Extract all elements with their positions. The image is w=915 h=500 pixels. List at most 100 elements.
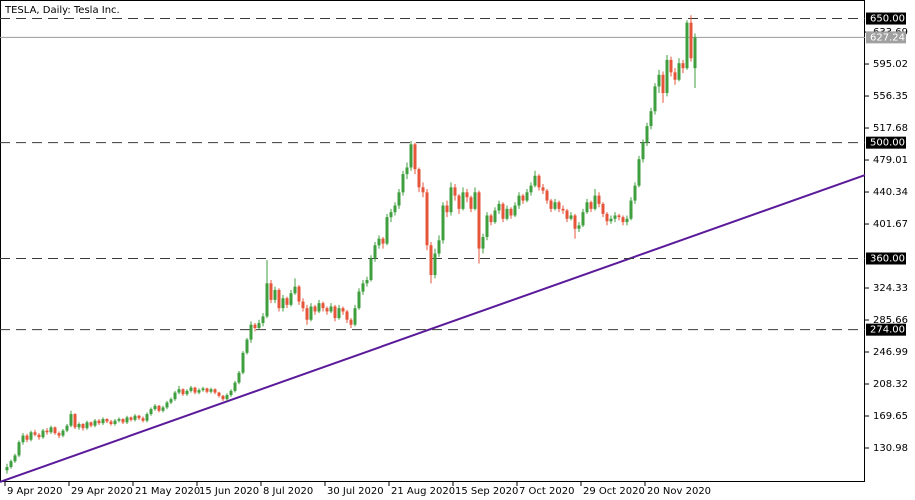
candle-body bbox=[333, 306, 337, 319]
candle-body bbox=[617, 215, 621, 218]
candle-body bbox=[33, 432, 37, 435]
y-tick-label: 556.35 bbox=[873, 91, 908, 102]
x-tick-label: 29 Oct 2020 bbox=[583, 486, 645, 497]
candle-body bbox=[129, 417, 133, 420]
trendline bbox=[0, 174, 866, 483]
candle-body bbox=[9, 461, 13, 468]
candle-body bbox=[409, 144, 413, 168]
candle-body bbox=[513, 205, 517, 216]
candle-body bbox=[269, 283, 273, 300]
level-label: 274.00 bbox=[870, 325, 905, 336]
candle-body bbox=[81, 423, 85, 429]
candle-body bbox=[525, 192, 529, 201]
candle-body bbox=[201, 388, 205, 391]
level-label: 360.00 bbox=[870, 254, 905, 265]
candle-body bbox=[433, 253, 437, 276]
x-tick-label: 21 May 2020 bbox=[135, 486, 200, 497]
candle-body bbox=[105, 419, 109, 422]
candle-body bbox=[405, 167, 409, 175]
candle-body bbox=[357, 291, 361, 309]
candle-body bbox=[133, 415, 137, 420]
candle-body bbox=[125, 417, 129, 423]
candle-body bbox=[625, 218, 629, 223]
candle-body bbox=[349, 319, 353, 325]
candle-body bbox=[373, 245, 377, 259]
level-label-box bbox=[866, 323, 906, 336]
candle-body bbox=[313, 306, 317, 312]
y-tick-label: 401.67 bbox=[873, 219, 908, 230]
candle-body bbox=[633, 185, 637, 201]
candle-body bbox=[601, 203, 605, 214]
candle-body bbox=[593, 195, 597, 209]
candle-body bbox=[641, 142, 645, 160]
current-price-box bbox=[866, 31, 906, 44]
candle-body bbox=[257, 323, 261, 329]
candle-body bbox=[245, 339, 249, 353]
candle-body bbox=[213, 389, 217, 393]
candle-body bbox=[585, 202, 589, 213]
candle-body bbox=[445, 205, 449, 213]
candle-body bbox=[97, 420, 101, 424]
candle-body bbox=[689, 22, 693, 59]
candle-body bbox=[21, 435, 25, 443]
candle-body bbox=[577, 225, 581, 229]
candle-body bbox=[553, 202, 557, 209]
y-tick-label: 169.65 bbox=[873, 411, 908, 422]
candle-body bbox=[209, 389, 213, 392]
candle-body bbox=[621, 217, 625, 223]
candle-body bbox=[681, 63, 685, 69]
candle-body bbox=[441, 205, 445, 241]
candle-body bbox=[365, 280, 369, 284]
candle-body bbox=[185, 390, 189, 395]
candle-body bbox=[177, 389, 181, 393]
candle-body bbox=[137, 415, 141, 419]
candle-body bbox=[77, 423, 81, 428]
candle-body bbox=[529, 185, 533, 193]
candle-body bbox=[249, 324, 253, 340]
candle-body bbox=[325, 308, 329, 312]
y-tick-label: 517.68 bbox=[873, 123, 908, 134]
candle-body bbox=[169, 399, 173, 403]
candle-body bbox=[49, 427, 53, 433]
candle-body bbox=[329, 306, 333, 312]
candle-body bbox=[197, 390, 201, 393]
x-tick-label: 30 Jul 2020 bbox=[327, 486, 384, 497]
candle-body bbox=[685, 22, 689, 69]
candle-body bbox=[645, 126, 649, 143]
candle-body bbox=[165, 402, 169, 408]
candle-body bbox=[509, 208, 513, 216]
candle-body bbox=[393, 205, 397, 213]
candle-body bbox=[317, 303, 321, 312]
candle-body bbox=[649, 111, 653, 127]
candle-body bbox=[573, 215, 577, 229]
y-tick-label: 208.32 bbox=[873, 379, 908, 390]
x-tick-label: 9 Apr 2020 bbox=[7, 486, 62, 497]
candle-body bbox=[161, 407, 165, 411]
candle-body bbox=[421, 187, 425, 193]
candle-body bbox=[205, 388, 209, 392]
candle-body bbox=[253, 324, 257, 329]
candle-body bbox=[309, 306, 313, 320]
candle-body bbox=[321, 303, 325, 309]
candle-body bbox=[221, 395, 225, 400]
candle-body bbox=[537, 175, 541, 188]
candle-body bbox=[637, 159, 641, 186]
candle-body bbox=[117, 419, 121, 421]
y-tick-label: 246.99 bbox=[873, 347, 908, 358]
candle-body bbox=[361, 283, 365, 292]
candle-body bbox=[13, 455, 17, 462]
candle-body bbox=[41, 430, 45, 438]
candle-body bbox=[693, 37, 697, 69]
candle-body bbox=[285, 298, 289, 305]
candle-body bbox=[605, 213, 609, 222]
candle-body bbox=[453, 187, 457, 196]
candle-body bbox=[545, 190, 549, 201]
candle-body bbox=[589, 202, 593, 209]
candle-body bbox=[429, 245, 433, 276]
y-tick-label: 285.66 bbox=[873, 315, 908, 326]
candle-body bbox=[85, 422, 89, 429]
candle-body bbox=[493, 210, 497, 223]
candle-body bbox=[597, 195, 601, 204]
candle-body bbox=[665, 59, 669, 94]
